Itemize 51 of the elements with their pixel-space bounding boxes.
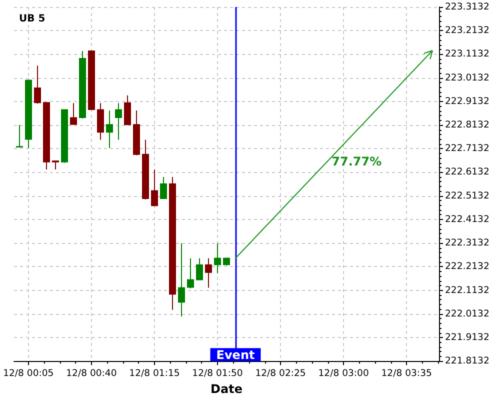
candlestick	[223, 258, 230, 266]
x-tick-label: 12/8 03:35	[381, 368, 432, 380]
y-tick-label: 223.1132	[445, 48, 490, 60]
y-tick-label: 222.8132	[445, 120, 490, 131]
x-tick-label: 12/8 01:50	[192, 368, 243, 380]
y-tick-label: 223.2132	[445, 25, 490, 36]
candlestick	[205, 258, 212, 288]
candlestick	[151, 169, 158, 206]
candlestick	[214, 242, 221, 274]
candlestick	[88, 50, 95, 110]
annotation: 77.77%	[332, 154, 382, 169]
candlestick	[79, 50, 86, 119]
y-tick-label: 222.0132	[445, 308, 490, 320]
y-tick-label: 222.4132	[445, 214, 490, 225]
x-tick-label: 12/8 00:05	[3, 368, 54, 380]
y-tick-label: 221.8132	[445, 356, 490, 367]
y-tick-label: 222.6132	[445, 166, 490, 178]
candlestick	[106, 110, 113, 148]
candlestick	[187, 258, 194, 289]
candlestick	[61, 109, 68, 164]
candlestick	[178, 242, 185, 318]
x-axis-title: Date	[210, 382, 242, 396]
candlestick	[25, 80, 32, 148]
candlestick	[70, 102, 77, 126]
candlestick	[97, 102, 104, 140]
y-tick-label: 222.9132	[445, 96, 490, 107]
candlestick	[115, 102, 122, 140]
y-tick-label: 222.7132	[445, 143, 490, 154]
text: UB 5	[19, 14, 46, 24]
y-tick-label: 223.3132	[445, 2, 490, 12]
candlestick	[196, 258, 203, 281]
x-tick-label: 12/8 00:40	[66, 368, 117, 380]
y-tick-label: 223.0132	[445, 72, 490, 84]
candlestick	[52, 160, 59, 170]
candlestick	[34, 65, 41, 104]
y-tick-label: 222.2132	[445, 261, 490, 272]
candlestick	[160, 176, 167, 200]
candlestick	[169, 176, 176, 310]
x-tick-label: 12/8 03:00	[318, 368, 369, 380]
y-tick-label: 222.1132	[445, 284, 490, 296]
y-tick-label: 222.5132	[445, 190, 490, 202]
candlestick	[124, 94, 131, 126]
ref-line-label: Event	[216, 348, 255, 362]
candlestick	[16, 124, 23, 148]
candlestick	[142, 139, 149, 200]
x-tick-label: 12/8 02:25	[255, 368, 306, 380]
candlestick	[43, 102, 50, 170]
x-tick-label: 12/8 01:15	[129, 368, 180, 380]
y-tick-label: 222.3132	[445, 238, 490, 249]
y-tick-label: 221.9132	[445, 332, 490, 343]
candlestick	[133, 110, 140, 156]
